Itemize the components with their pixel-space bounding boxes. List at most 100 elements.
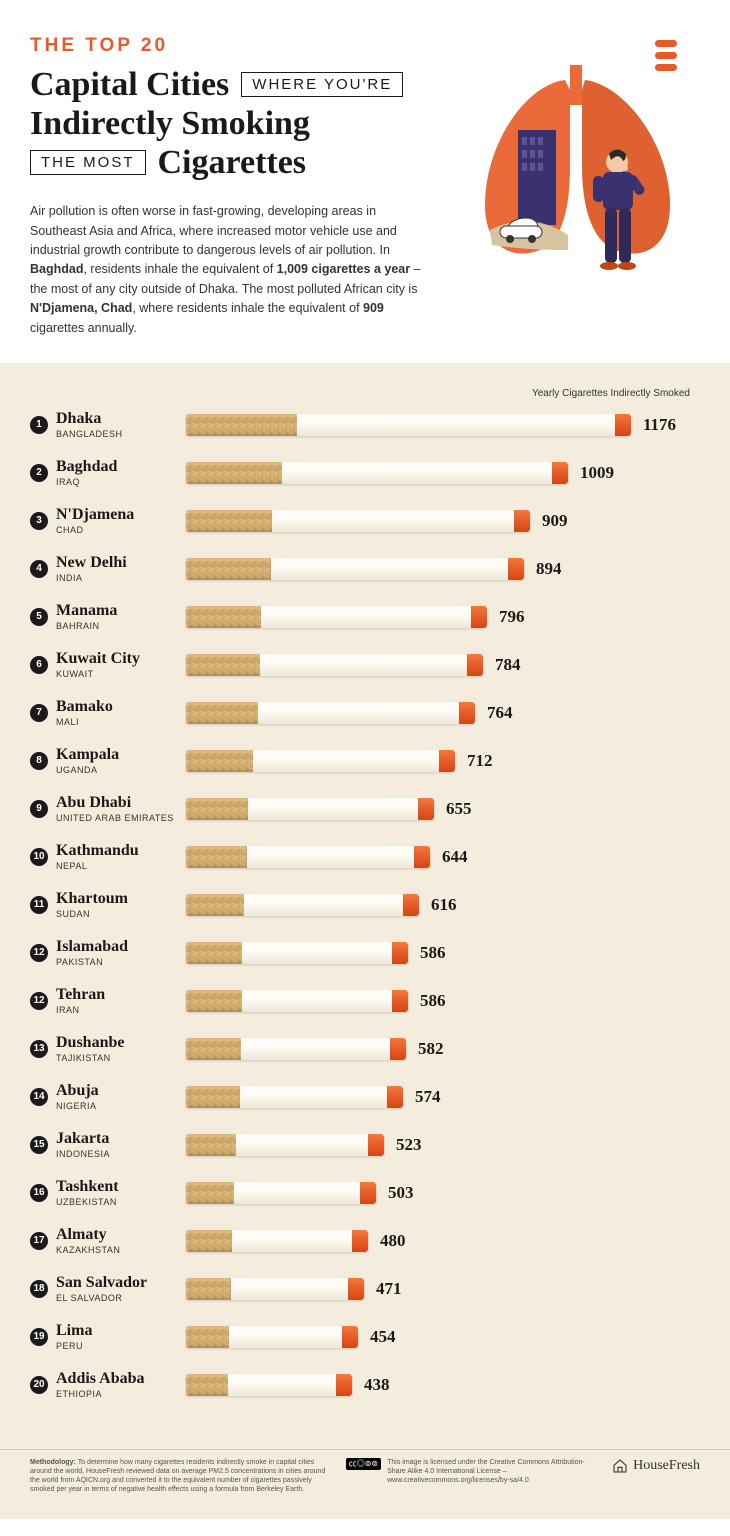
bar-value: 909 bbox=[542, 511, 568, 531]
country-name: NIGERIA bbox=[56, 1101, 186, 1111]
city-name: Baghdad bbox=[56, 459, 186, 475]
cig-filter bbox=[186, 1086, 240, 1108]
city-name: Bamako bbox=[56, 699, 186, 715]
bar-value: 764 bbox=[487, 703, 513, 723]
axis-label: Yearly Cigarettes Indirectly Smoked bbox=[30, 388, 700, 399]
city-name: Jakarta bbox=[56, 1131, 186, 1147]
cig-paper bbox=[282, 462, 552, 484]
cig-tip bbox=[368, 1134, 384, 1156]
rank-badge: 4 bbox=[30, 560, 48, 578]
cig-tip bbox=[387, 1086, 403, 1108]
methodology: Methodology: To determine how many cigar… bbox=[30, 1458, 326, 1494]
cig-tip bbox=[342, 1326, 358, 1348]
city-name: Almaty bbox=[56, 1227, 186, 1243]
city-name: San Salvador bbox=[56, 1275, 186, 1291]
header-text: THE TOP 20 Capital Cities WHERE YOU'RE I… bbox=[30, 35, 455, 338]
cig-filter bbox=[186, 750, 253, 772]
cigarette-bar bbox=[186, 750, 455, 772]
methodology-label: Methodology: bbox=[30, 1459, 76, 1466]
rank-badge: 17 bbox=[30, 1232, 48, 1250]
bar-col: 480 bbox=[186, 1230, 700, 1252]
chart-row: 5ManamaBAHRAIN796 bbox=[30, 603, 700, 631]
cigarette-bar bbox=[186, 462, 568, 484]
cigarette-bar bbox=[186, 1326, 358, 1348]
cig-filter bbox=[186, 894, 244, 916]
country-name: PAKISTAN bbox=[56, 957, 186, 967]
rank-badge: 15 bbox=[30, 1136, 48, 1154]
country-name: INDONESIA bbox=[56, 1149, 186, 1159]
cigarette-bar bbox=[186, 654, 483, 676]
bar-value: 438 bbox=[364, 1375, 390, 1395]
bar-col: 586 bbox=[186, 990, 700, 1012]
city-name: Manama bbox=[56, 603, 186, 619]
label-col: San Salvador EL SALVADOR bbox=[56, 1275, 186, 1303]
country-name: BANGLADESH bbox=[56, 429, 186, 439]
bar-value: 582 bbox=[418, 1039, 444, 1059]
bar-col: 586 bbox=[186, 942, 700, 964]
cig-filter bbox=[186, 606, 261, 628]
cig-filter bbox=[186, 462, 282, 484]
rank-badge: 8 bbox=[30, 752, 48, 770]
cig-paper bbox=[258, 702, 459, 724]
cigarette-bar bbox=[186, 414, 631, 436]
chart-rows: 1DhakaBANGLADESH11762BaghdadIRAQ10093N'D… bbox=[30, 411, 700, 1399]
bar-col: 454 bbox=[186, 1326, 700, 1348]
chart-row: 2BaghdadIRAQ1009 bbox=[30, 459, 700, 487]
cigarette-bar bbox=[186, 846, 430, 868]
cigarette-bar bbox=[186, 1038, 406, 1060]
cig-paper bbox=[248, 798, 418, 820]
cigarette-bar bbox=[186, 894, 419, 916]
cig-filter bbox=[186, 1230, 232, 1252]
cig-paper bbox=[272, 510, 514, 532]
bar-col: 471 bbox=[186, 1278, 700, 1300]
label-col: DhakaBANGLADESH bbox=[56, 411, 186, 439]
city-name: N'Djamena bbox=[56, 507, 186, 523]
cig-tip bbox=[336, 1374, 352, 1396]
title-box-2: THE MOST bbox=[30, 150, 146, 175]
bar-col: 438 bbox=[186, 1374, 700, 1396]
country-name: UZBEKISTAN bbox=[56, 1197, 186, 1207]
label-col: Addis AbabaETHIOPIA bbox=[56, 1371, 186, 1399]
label-col: KampalaUGANDA bbox=[56, 747, 186, 775]
cigarette-bar bbox=[186, 942, 408, 964]
label-col: TehranIRAN bbox=[56, 987, 186, 1015]
country-name: NEPAL bbox=[56, 861, 186, 871]
cig-paper bbox=[271, 558, 508, 580]
country-name: KUWAIT bbox=[56, 669, 186, 679]
city-name: Islamabad bbox=[56, 939, 186, 955]
rank-badge: 3 bbox=[30, 512, 48, 530]
brand: HouseFresh bbox=[612, 1458, 700, 1474]
bar-col: 655 bbox=[186, 798, 700, 820]
bar-value: 1176 bbox=[643, 415, 676, 435]
cigarette-bar bbox=[186, 510, 530, 532]
cig-filter bbox=[186, 1326, 229, 1348]
cig-tip bbox=[392, 990, 408, 1012]
cig-filter bbox=[186, 942, 242, 964]
brand-name: HouseFresh bbox=[633, 1458, 700, 1474]
bar-col: 503 bbox=[186, 1182, 700, 1204]
cig-tip bbox=[352, 1230, 368, 1252]
chart-row: 12 TehranIRAN 586 bbox=[30, 987, 700, 1015]
bar-value: 471 bbox=[376, 1279, 402, 1299]
label-col: KhartoumSUDAN bbox=[56, 891, 186, 919]
cig-tip bbox=[390, 1038, 406, 1060]
cig-paper bbox=[231, 1278, 348, 1300]
cig-filter bbox=[186, 414, 297, 436]
footer: Methodology: To determine how many cigar… bbox=[0, 1449, 730, 1519]
header: THE TOP 20 Capital Cities WHERE YOU'RE I… bbox=[0, 0, 730, 363]
label-col: New DelhiINDIA bbox=[56, 555, 186, 583]
intro-paragraph: Air pollution is often worse in fast-gro… bbox=[30, 202, 430, 338]
cig-filter bbox=[186, 1038, 241, 1060]
cig-tip bbox=[403, 894, 419, 916]
cigarette-bar bbox=[186, 1374, 352, 1396]
rank-badge: 12 bbox=[30, 992, 48, 1010]
city-name: Dushanbe bbox=[56, 1035, 186, 1051]
city-name: Lima bbox=[56, 1323, 186, 1339]
bar-value: 586 bbox=[420, 991, 446, 1011]
cig-filter bbox=[186, 654, 260, 676]
cig-paper bbox=[240, 1086, 387, 1108]
country-name: IRAQ bbox=[56, 477, 186, 487]
bar-col: 796 bbox=[186, 606, 700, 628]
city-name: Khartoum bbox=[56, 891, 186, 907]
country-name: EL SALVADOR bbox=[56, 1293, 186, 1303]
